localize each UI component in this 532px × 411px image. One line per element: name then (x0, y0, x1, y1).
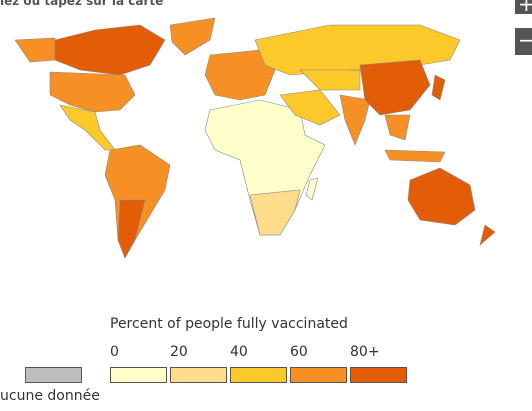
indonesia (384, 149, 446, 163)
japan (431, 74, 446, 101)
southern-africa (249, 189, 301, 236)
legend-swatch (230, 367, 287, 383)
alaska (14, 37, 56, 63)
india (339, 94, 371, 146)
legend-swatch (170, 367, 227, 383)
legend-title: Percent of people fully vaccinated (110, 316, 348, 332)
canada (54, 24, 166, 76)
zoom-in[interactable]: + (515, 0, 532, 16)
legend-swatch (290, 367, 347, 383)
southeast-asia (384, 114, 411, 141)
central-america (59, 104, 116, 151)
china (359, 59, 431, 116)
australia (407, 167, 476, 226)
russia (254, 24, 461, 76)
legend-label: 80+ (350, 344, 380, 360)
legend-swatch (110, 367, 167, 383)
southern-cone (117, 199, 146, 259)
greenland (169, 17, 216, 56)
instruction: iez ou tapez sur la carte (0, 0, 164, 8)
madagascar (305, 177, 319, 201)
central-asia (299, 69, 361, 91)
usa (49, 71, 136, 113)
world-map (14, 17, 496, 259)
zoom-out[interactable]: − (515, 28, 532, 55)
legend-label: 60 (290, 344, 308, 360)
legend-swatch (350, 367, 407, 383)
middle-east (279, 89, 341, 126)
legend-label: 40 (230, 344, 248, 360)
no-data-swatch (25, 367, 82, 383)
legend-label: 20 (170, 344, 188, 360)
legend-label: 0 (110, 344, 119, 360)
no-data-label: ucune donnée (0, 388, 100, 404)
new-zealand (479, 224, 496, 246)
